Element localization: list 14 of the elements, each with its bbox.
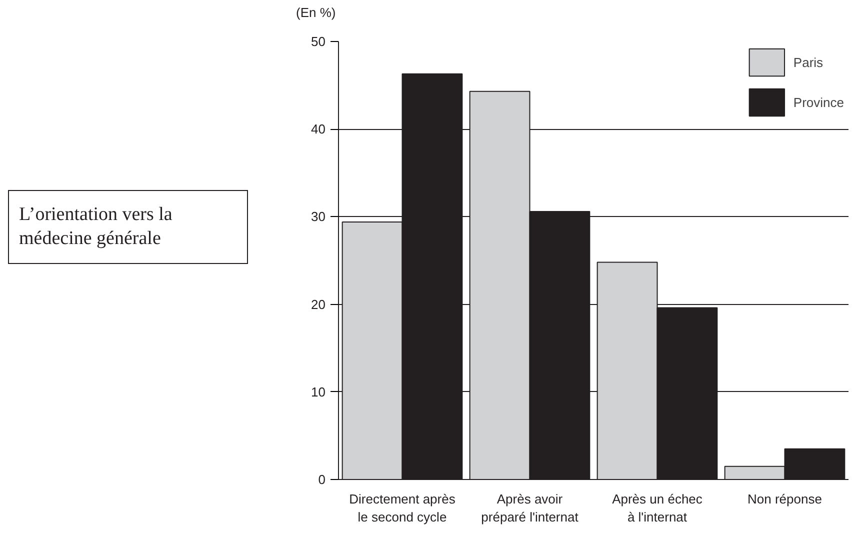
y-axis-title: (En %): [296, 4, 336, 22]
y-tick-label: 40: [311, 122, 326, 137]
y-tick-label: 0: [318, 472, 326, 487]
y-tick-label: 50: [311, 34, 326, 49]
x-tick-label: Après avoir préparé l'internat: [481, 492, 579, 524]
x-tick-label: Directement après le second cycle: [349, 492, 456, 524]
y-tick-label: 10: [311, 384, 326, 400]
y-tick-label: 30: [311, 209, 326, 224]
y-tick-label: 20: [311, 296, 326, 312]
text: L’orientation vers la médecine générale: [8, 190, 248, 264]
legend-label: Province: [793, 94, 844, 110]
x-tick-label: Après un échec à l'internat: [612, 492, 703, 524]
x-tick-label: Non réponse: [748, 492, 822, 506]
legend-label: Paris: [793, 54, 824, 70]
